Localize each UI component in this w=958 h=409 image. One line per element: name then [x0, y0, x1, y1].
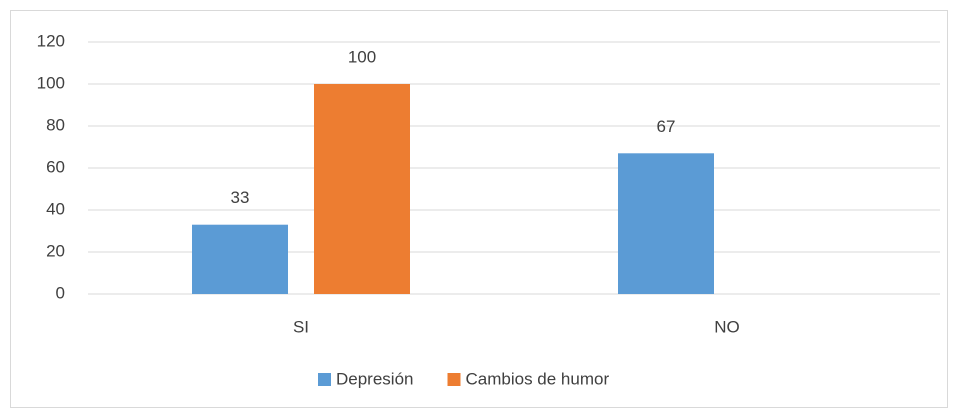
bar — [314, 84, 410, 294]
y-tick-label: 40 — [46, 199, 65, 218]
data-label: 67 — [657, 117, 676, 136]
legend-label: Cambios de humor — [466, 369, 610, 388]
chart-border — [10, 10, 948, 408]
y-tick-label: 60 — [46, 157, 65, 176]
data-label: 100 — [348, 47, 376, 66]
bar — [192, 224, 288, 294]
legend-swatch — [447, 373, 461, 386]
y-tick-label: 100 — [37, 73, 65, 92]
legend-swatch — [318, 373, 331, 386]
y-tick-label: 20 — [46, 241, 65, 260]
y-tick-label: 0 — [56, 283, 65, 302]
y-tick-label: 120 — [37, 31, 65, 50]
legend-label: Depresión — [336, 369, 414, 388]
data-label: 33 — [231, 188, 250, 207]
x-tick-label: NO — [714, 317, 740, 336]
y-tick-label: 80 — [46, 115, 65, 134]
x-tick-label: SI — [293, 317, 309, 336]
bar — [618, 153, 714, 294]
